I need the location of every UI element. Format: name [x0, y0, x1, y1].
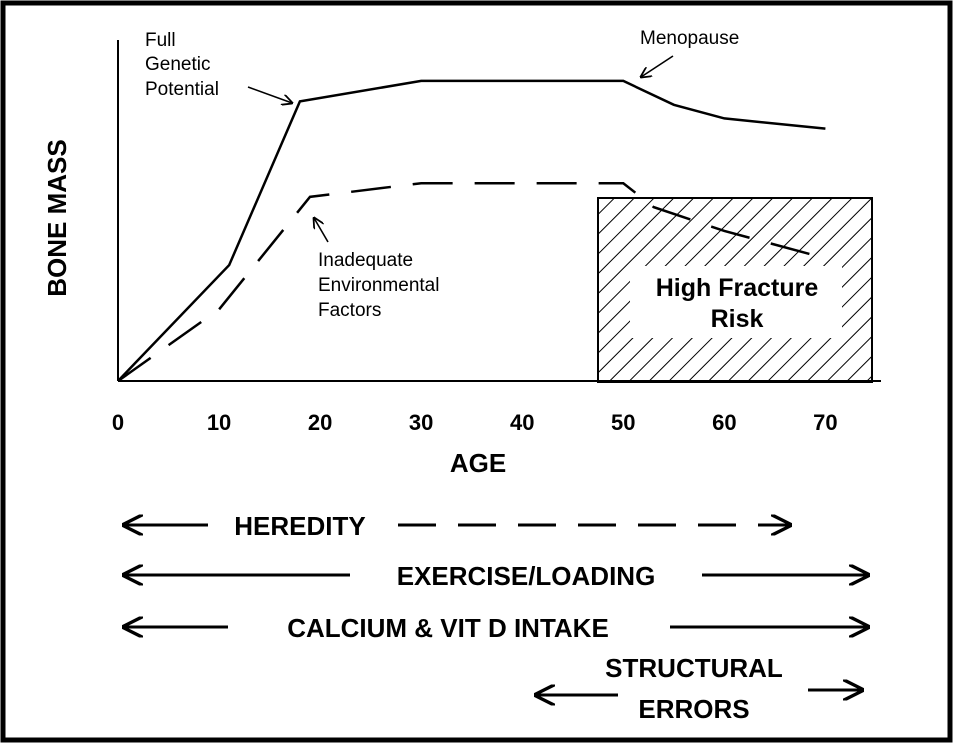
series-line [117, 79, 826, 382]
annotation: High Fracture [656, 274, 819, 302]
factor-label: ERRORS [638, 694, 749, 724]
frame [0, 0, 953, 743]
x-tick-label: 0 [112, 410, 124, 435]
annotation: Factors [318, 300, 381, 321]
plot: High Fracture Risk 0 10 20 30 40 50 60 70 AGE BONE … [42, 40, 881, 478]
risk-label-bg [630, 266, 842, 338]
annotation: Full [145, 30, 176, 51]
series-line [117, 181, 826, 383]
factor-label: EXERCISE/LOADING [397, 561, 656, 591]
x-tick-label: 50 [611, 410, 635, 435]
x-tick-label: 40 [510, 410, 534, 435]
factor-label: CALCIUM & VIT D INTAKE [287, 613, 609, 643]
annotation: Menopause [640, 28, 739, 49]
annotation: Inadequate [318, 250, 413, 271]
x-tick-label: 70 [813, 410, 837, 435]
x-axis-label: AGE [450, 448, 506, 478]
annotation: Environmental [318, 275, 439, 296]
x-tick-label: 30 [409, 410, 433, 435]
x-tick-label: 20 [308, 410, 332, 435]
x-tick-label: 10 [207, 410, 231, 435]
x-tick-label: 60 [712, 410, 736, 435]
annotation: Risk [711, 305, 764, 333]
y-axis-label: BONE MASS [42, 139, 72, 296]
factor-label: HEREDITY [234, 511, 365, 541]
factor-label: STRUCTURAL [605, 653, 783, 683]
annotation: Potential [145, 79, 219, 100]
annotation-arrows [247, 55, 674, 243]
annotation: Genetic [145, 54, 210, 75]
factor-arrows [124, 525, 868, 695]
